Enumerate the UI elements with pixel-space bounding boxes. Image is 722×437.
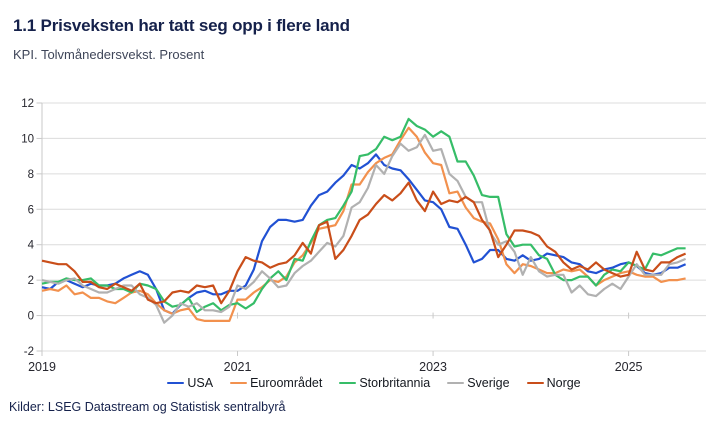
legend-label: Storbritannia (359, 375, 431, 390)
series-line-storbritannia (41, 117, 686, 314)
legend-color-swatch (447, 381, 465, 385)
legend-item-storbritannia: Storbritannia (339, 376, 430, 391)
legend-label: USA (187, 375, 214, 390)
legend-color-swatch (230, 381, 248, 385)
legend-color-swatch (526, 381, 544, 385)
y-tick-label: -2 (24, 346, 34, 358)
legend-item-euroområdet: Euroområdet (230, 376, 322, 391)
chart-legend: USA Euroområdet Storbritannia Sverige Norge (42, 375, 706, 391)
x-tick-label: 2025 (615, 360, 643, 374)
legend-label: Euroområdet (250, 375, 323, 390)
y-tick-label: 6 (28, 204, 34, 216)
chart-title: 1.1 Prisveksten har tatt seg opp i flere… (13, 16, 350, 35)
chart-subtitle: KPI. Tolvmånedersvekst. Prosent (13, 47, 205, 62)
series-line-usa (41, 153, 687, 315)
series-line-norge (41, 181, 687, 305)
legend-color-swatch (339, 381, 357, 385)
legend-item-norge: Norge (526, 375, 581, 391)
x-tick-label: 2019 (28, 360, 56, 374)
x-tick-label: 2021 (224, 360, 252, 374)
legend-color-swatch (167, 381, 185, 385)
y-tick-label: 10 (21, 133, 34, 145)
y-tick-label: 0 (28, 311, 34, 323)
series-line-sverige (41, 133, 687, 324)
y-tick-label: 4 (28, 240, 35, 252)
y-tick-label: 8 (28, 169, 34, 181)
x-tick-label: 2023 (419, 360, 447, 374)
source-attribution: Kilder: LSEG Datastream og Statistisk se… (9, 400, 286, 414)
legend-label: Sverige (467, 375, 510, 390)
y-tick-label: 2 (28, 275, 34, 287)
y-tick-label: 12 (21, 98, 34, 110)
legend-item-sverige: Sverige (447, 375, 510, 391)
series-line-euroområdet (41, 126, 686, 322)
legend-label: Norge (546, 375, 581, 390)
legend-item-usa: USA (167, 376, 213, 391)
